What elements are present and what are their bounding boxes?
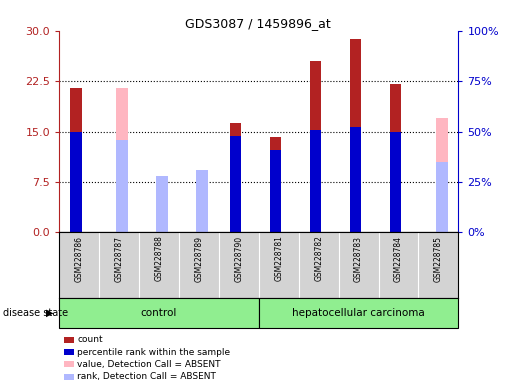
Bar [436,162,448,232]
Text: GDS3087 / 1459896_at: GDS3087 / 1459896_at [184,17,331,30]
FancyBboxPatch shape [59,298,259,328]
Bar [390,131,401,232]
FancyBboxPatch shape [259,298,458,328]
Text: ▶: ▶ [46,308,54,318]
Text: GSM228783: GSM228783 [354,236,363,281]
Bar [156,176,168,232]
Bar [116,88,128,232]
Text: GSM228787: GSM228787 [115,236,124,281]
Text: percentile rank within the sample: percentile rank within the sample [77,348,230,357]
Text: GSM228788: GSM228788 [154,236,163,281]
Text: disease state: disease state [3,308,67,318]
Bar [310,129,321,232]
Bar [230,124,241,232]
Bar [310,61,321,232]
Text: hepatocellular carcinoma: hepatocellular carcinoma [292,308,425,318]
Bar [350,127,361,232]
Bar [270,137,281,232]
Bar [390,84,401,232]
Text: GSM228790: GSM228790 [234,236,243,282]
Bar [71,88,81,232]
Bar [230,136,241,232]
Text: GSM228785: GSM228785 [434,236,443,281]
Text: GSM228789: GSM228789 [195,236,203,281]
Bar [436,118,448,232]
Bar [196,170,208,232]
Bar [156,179,168,232]
Text: GSM228781: GSM228781 [274,236,283,281]
Text: GSM228782: GSM228782 [314,236,323,281]
Text: GSM228786: GSM228786 [75,236,83,281]
Text: control: control [141,308,177,318]
Bar [116,139,128,232]
Text: GSM228784: GSM228784 [394,236,403,281]
Text: value, Detection Call = ABSENT: value, Detection Call = ABSENT [77,360,221,369]
Text: count: count [77,335,103,344]
Bar [350,40,361,232]
Text: rank, Detection Call = ABSENT: rank, Detection Call = ABSENT [77,372,216,381]
Bar [71,131,81,232]
Bar [196,175,208,232]
Bar [270,150,281,232]
